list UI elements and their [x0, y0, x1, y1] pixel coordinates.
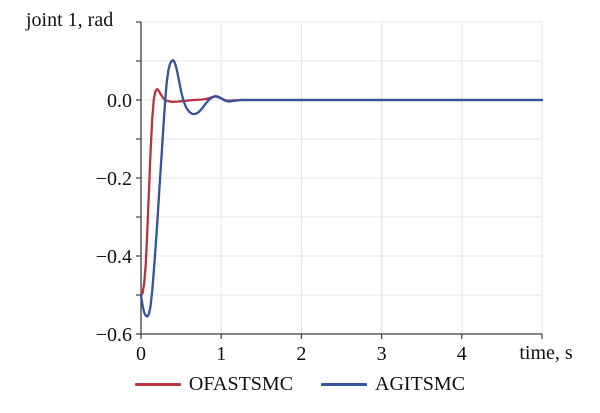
x-tick-label: 4	[457, 343, 467, 365]
y-tick-label: −0.2	[96, 168, 132, 190]
legend-label-agitsmc: AGITSMC	[375, 373, 466, 395]
plot-area: 0.0 −0.2 −0.4 −0.60 1 2 3 4	[96, 21, 544, 365]
x-tick-label: 3	[377, 343, 387, 365]
legend-label-ofastsmc: OFASTSMC	[188, 373, 294, 395]
series-line-ofastsmc	[139, 87, 544, 297]
y-tick-label: −0.4	[96, 246, 132, 268]
y-tick-label: −0.6	[96, 324, 132, 346]
series-line-agitsmc	[139, 59, 544, 318]
legend: OFASTSMC AGITSMC	[0, 373, 600, 396]
x-tick-label: 2	[296, 343, 306, 365]
y-axis-title: joint 1, rad	[26, 9, 114, 31]
x-tick-label: 1	[216, 343, 226, 365]
x-tick-label: 0	[136, 343, 146, 365]
y-tick-label: 0.0	[107, 90, 132, 112]
legend-line-agitsmc-icon	[321, 383, 368, 386]
legend-line-ofastsmc-icon	[134, 383, 181, 386]
x-axis-label: time, s	[519, 342, 573, 364]
